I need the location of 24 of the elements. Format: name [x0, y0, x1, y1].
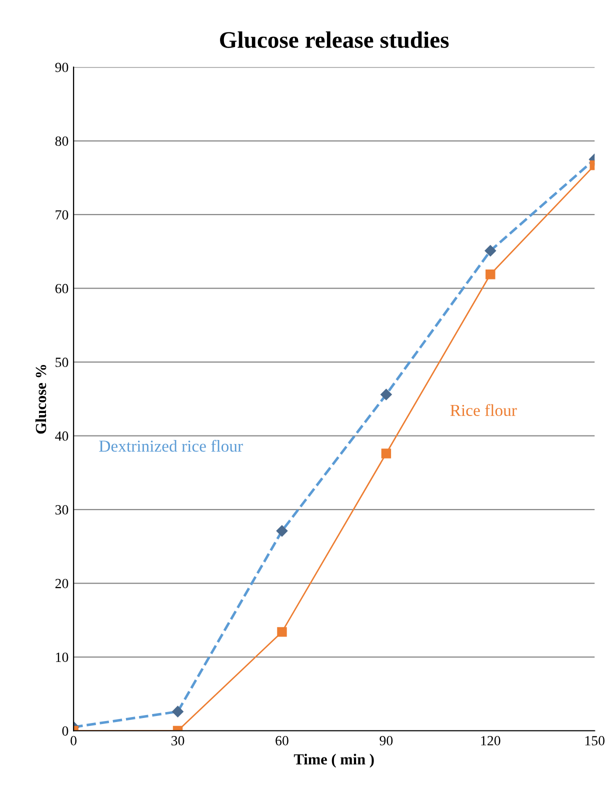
y-tick-label: 40 — [55, 431, 68, 441]
y-tick-label: 0 — [62, 726, 68, 736]
x-tick-label: 120 — [481, 736, 500, 746]
x-tick-label: 90 — [380, 736, 393, 746]
point — [277, 627, 287, 637]
x-tick-label: 60 — [276, 736, 288, 746]
y-tick-label: 10 — [56, 652, 68, 662]
chart-title: Glucose release studies — [220, 31, 449, 48]
y-tick-label: 30 — [55, 505, 68, 515]
y-tick-label: 90 — [55, 62, 68, 72]
y-tick-label: 70 — [56, 210, 68, 220]
x-tick-label: 150 — [585, 736, 604, 746]
y-tick-label: 50 — [56, 358, 68, 368]
x-tick-label: 30 — [171, 736, 184, 746]
series-label: Rice flour — [450, 404, 517, 416]
x-tick-label: 0 — [70, 736, 77, 746]
y-tick-label: 80 — [55, 136, 68, 146]
y-axis-title: Glucose % — [35, 364, 46, 434]
point — [486, 269, 496, 280]
text: Dextrinized rice flour — [99, 440, 243, 452]
point — [381, 448, 392, 458]
x-axis-title: Time ( min ) — [294, 754, 374, 768]
y-tick-label: 20 — [55, 578, 68, 588]
y-tick-label: 60 — [55, 284, 68, 294]
